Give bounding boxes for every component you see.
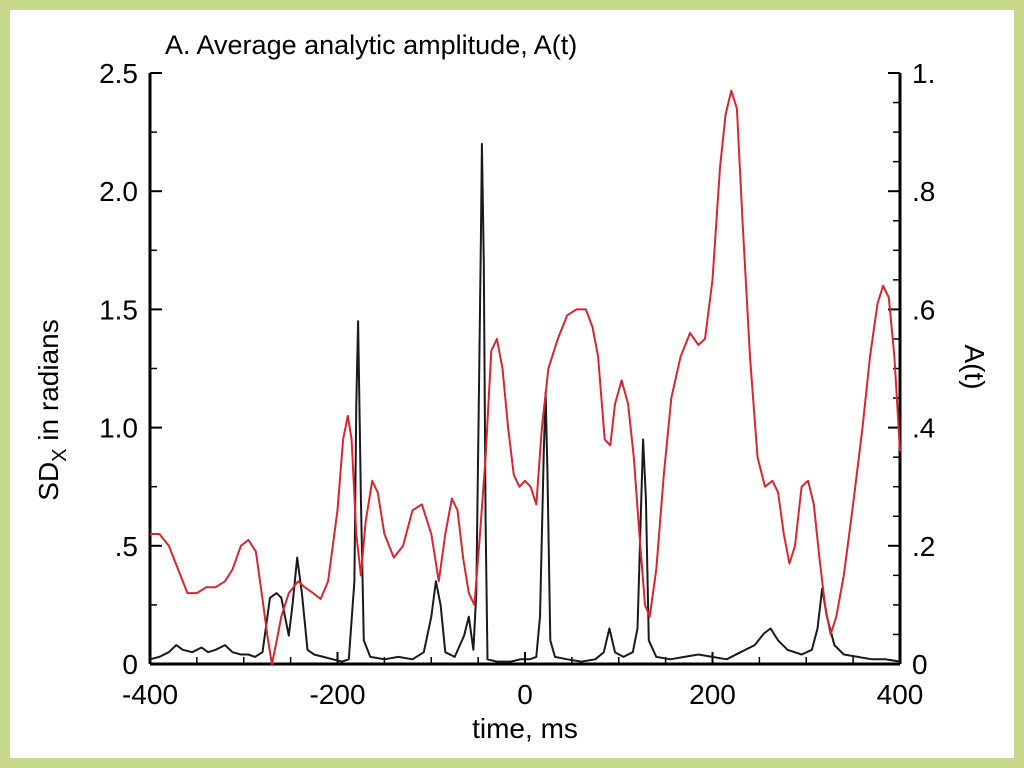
tick-label-group: -400 -200 0 200 4000.51.01.52.02.50.2.4.6.81… <box>99 58 935 710</box>
y-left-tick-label: 1.0 <box>99 413 138 444</box>
x-tick-label: 400 <box>877 679 924 710</box>
y-left-tick-label: 1.5 <box>99 294 138 325</box>
x-tick-label: 200 <box>689 679 736 710</box>
series-group <box>149 89 901 665</box>
figure-panel: A. Average analytic amplitude, A(t) -400… <box>10 10 1014 758</box>
y-right-tick-label: .8 <box>912 176 935 207</box>
y-left-tick-label: 2.5 <box>99 58 138 89</box>
tick-group <box>149 72 901 665</box>
right-axis-label: A(t) <box>959 344 990 389</box>
x-tick-label: 0 <box>517 679 533 710</box>
y-right-tick-label: .6 <box>912 294 935 325</box>
x-axis-label: time, ms <box>472 713 578 744</box>
y-left-tick-label: 2.0 <box>99 176 138 207</box>
left-axis-label: SDX in radians <box>33 319 71 500</box>
y-right-tick-label: .4 <box>912 413 935 444</box>
x-tick-label: -200 <box>309 679 365 710</box>
chart: A. Average analytic amplitude, A(t) -400… <box>33 30 990 744</box>
x-tick-label: -400 <box>122 679 178 710</box>
y-right-tick-label: 1. <box>912 58 935 89</box>
amplitude-series-line <box>150 89 901 665</box>
chart-title: A. Average analytic amplitude, A(t) <box>165 30 577 60</box>
sd-series-line <box>149 142 901 663</box>
y-right-tick-label: .2 <box>912 531 935 562</box>
y-left-tick-label: .5 <box>115 531 138 562</box>
y-left-tick-label: 0 <box>122 649 138 680</box>
y-right-tick-label: 0 <box>912 649 928 680</box>
